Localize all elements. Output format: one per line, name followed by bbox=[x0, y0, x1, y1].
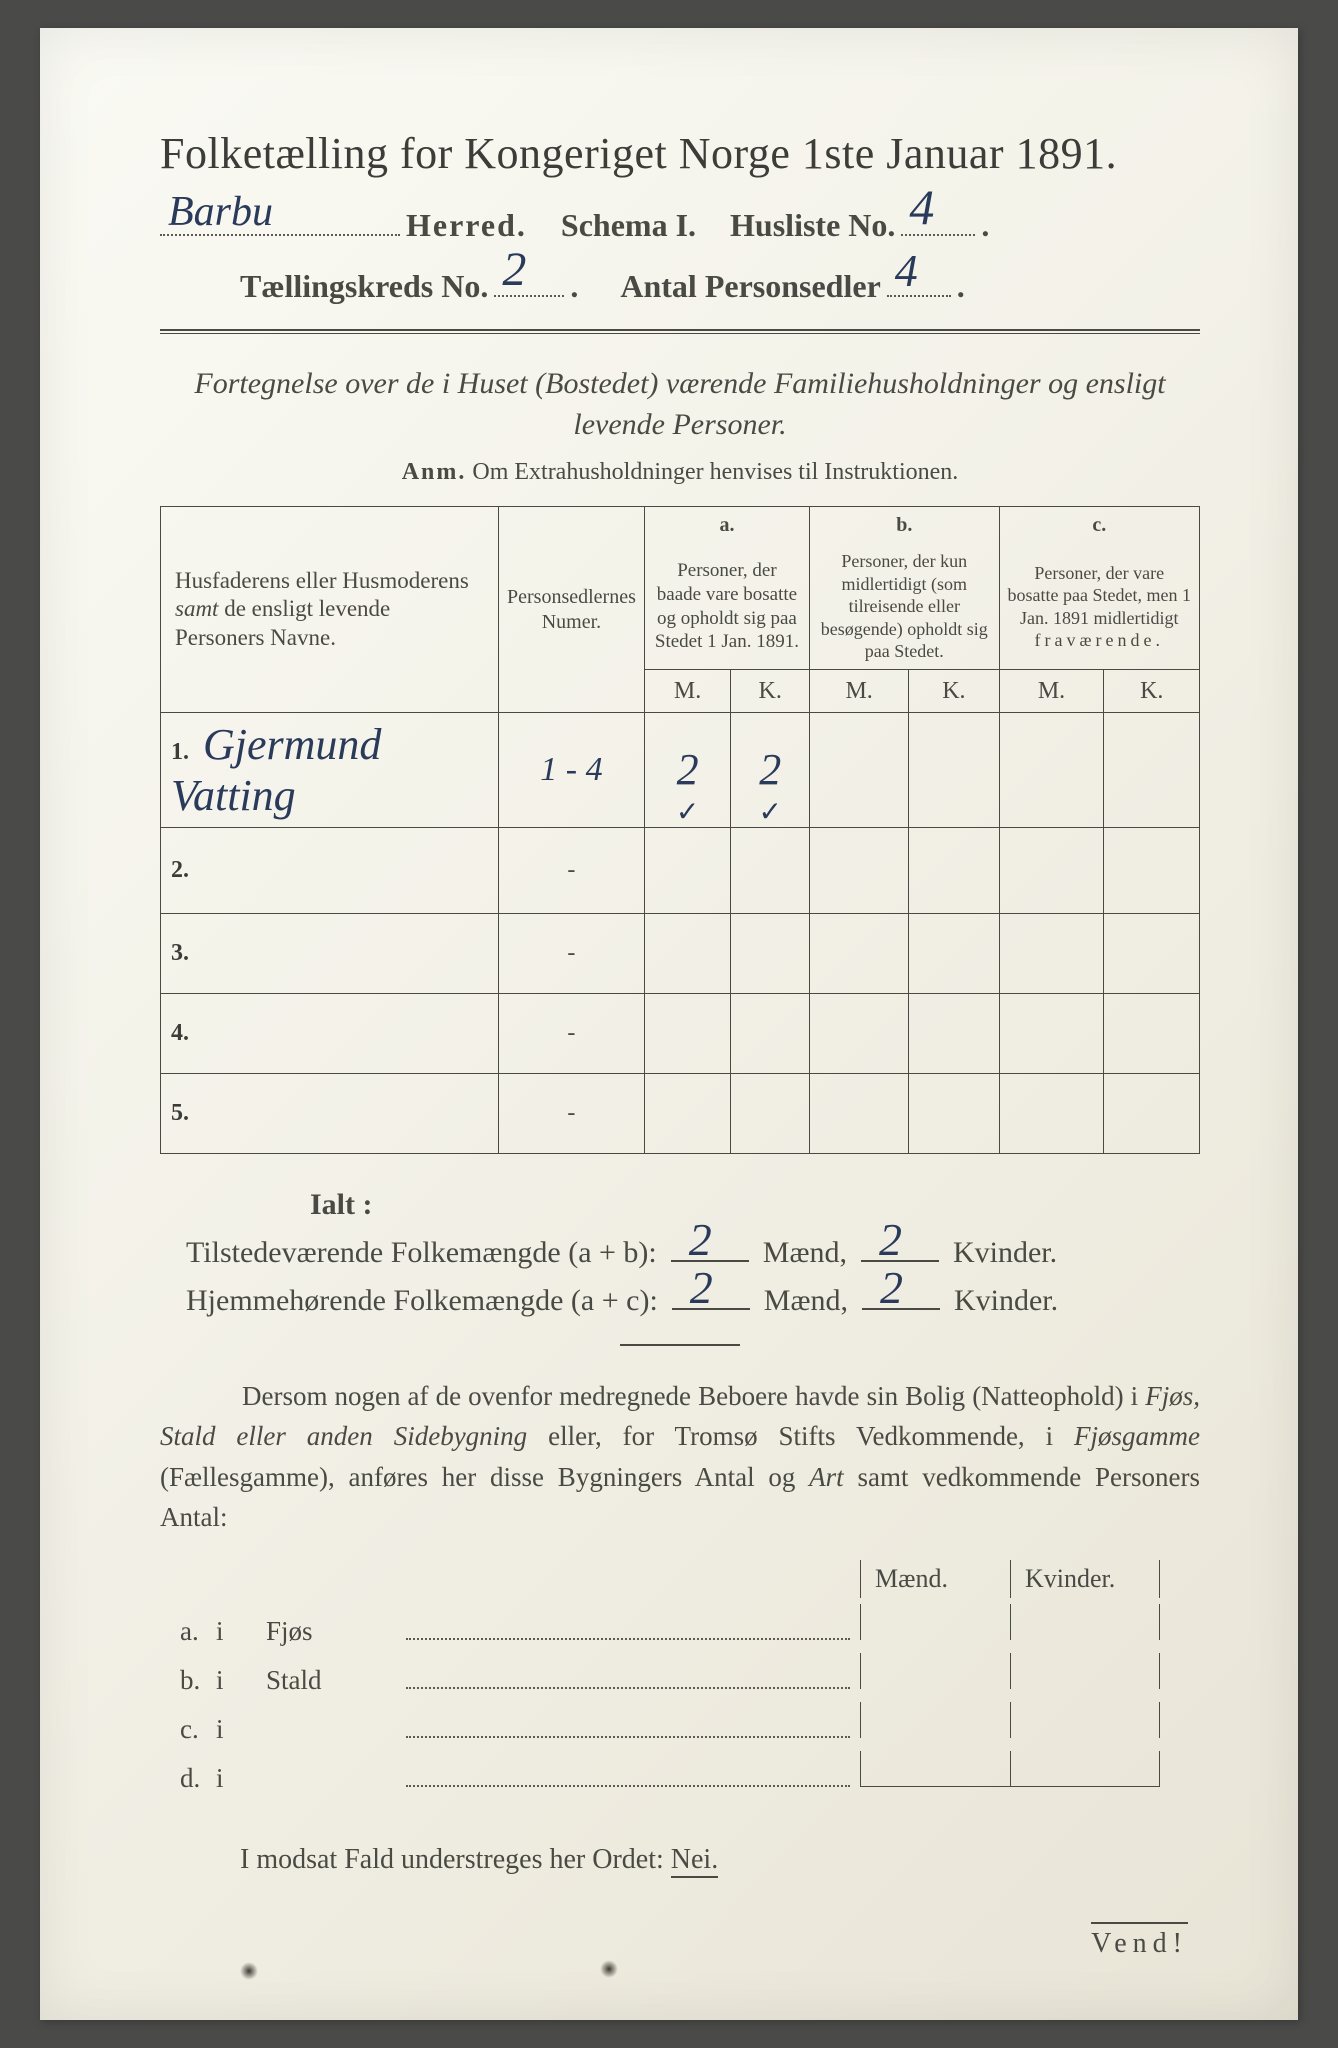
col-header-b: Personer, der kun midler­tidigt (som til… bbox=[810, 544, 999, 669]
husliste-field: 4 bbox=[901, 201, 975, 236]
antal-value: 4 bbox=[895, 244, 918, 297]
divider-double bbox=[160, 329, 1200, 334]
col-header-num: Personsedlernes Numer. bbox=[499, 507, 645, 713]
table-body: 1. Gjermund Vatting 1 - 4 2✓ 2✓ 2. - 3. … bbox=[161, 712, 1200, 1153]
husliste-label: Husliste No. bbox=[730, 207, 895, 244]
anm-label: Anm. bbox=[402, 459, 467, 485]
kreds-field: 2 bbox=[494, 262, 564, 297]
list-row-d: d. i bbox=[160, 1751, 1200, 1794]
col-c-m: M. bbox=[999, 669, 1104, 712]
explanatory-paragraph: Dersom nogen af de ovenfor medregnede Be… bbox=[160, 1376, 1200, 1538]
list-row-a: a. i Fjøs bbox=[160, 1604, 1200, 1647]
herred-label: Herred. bbox=[406, 207, 527, 244]
herred-value: Barbu bbox=[168, 188, 273, 236]
present-m: 2 bbox=[689, 1213, 712, 1266]
husliste-value: 4 bbox=[909, 178, 934, 236]
list-row-c: c. i bbox=[160, 1702, 1200, 1745]
col-a-m: M. bbox=[644, 669, 730, 712]
table-row: 1. Gjermund Vatting 1 - 4 2✓ 2✓ bbox=[161, 712, 1200, 827]
vend-label: Vend! bbox=[1091, 1922, 1188, 1960]
kreds-value: 2 bbox=[502, 242, 526, 297]
col-a-k: K. bbox=[731, 669, 810, 712]
mk-header: Mænd. Kvinder. bbox=[160, 1560, 1160, 1598]
col-header-a: Personer, der baade vare bosatte og opho… bbox=[644, 544, 809, 669]
entry-name: Gjermund Vatting bbox=[171, 720, 381, 820]
present-k: 2 bbox=[879, 1213, 902, 1266]
col-header-b-tag: b. bbox=[810, 507, 999, 545]
col-c-k: K. bbox=[1104, 669, 1200, 712]
table-row: 5. - bbox=[161, 1073, 1200, 1153]
col-b-k: K. bbox=[909, 669, 999, 712]
kreds-label: Tællingskreds No. bbox=[240, 268, 488, 305]
col-header-a-tag: a. bbox=[644, 507, 809, 545]
table-row: 3. - bbox=[161, 913, 1200, 993]
anm-text: Om Extrahusholdninger henvises til Instr… bbox=[472, 459, 958, 485]
census-table: Husfaderens eller Husmode­rens samt de e… bbox=[160, 506, 1200, 1154]
nei-line: I modsat Fald understreges her Ordet: Ne… bbox=[240, 1844, 1200, 1876]
total-resident: Hjemmehørende Folkemængde (a + c): 2 Mæn… bbox=[186, 1280, 1200, 1318]
maend-header: Mænd. bbox=[860, 1560, 1010, 1598]
document-page: Folketælling for Kongeriget Norge 1ste J… bbox=[40, 28, 1298, 2020]
antal-field: 4 bbox=[887, 262, 951, 297]
col-header-c: Personer, der vare bosatte paa Stedet, m… bbox=[999, 544, 1199, 669]
paper-stain bbox=[240, 1962, 258, 1980]
resident-k: 2 bbox=[880, 1261, 903, 1314]
divider-short bbox=[620, 1344, 740, 1346]
ialt-label: Ialt : bbox=[310, 1188, 1200, 1222]
header-line-3: Tællingskreds No. 2 . Antal Personsedler… bbox=[160, 262, 1200, 305]
resident-m: 2 bbox=[690, 1261, 713, 1314]
subtitle: Fortegnelse over de i Huset (Bostedet) v… bbox=[160, 364, 1200, 445]
nei-word: Nei. bbox=[671, 1844, 718, 1878]
table-row: 2. - bbox=[161, 827, 1200, 913]
header-line-2: Barbu Herred. Schema I. Husliste No. 4 . bbox=[160, 201, 1200, 244]
antal-label: Antal Personsedler bbox=[620, 268, 880, 305]
herred-field: Barbu bbox=[160, 201, 400, 236]
main-title: Folketælling for Kongeriget Norge 1ste J… bbox=[160, 128, 1200, 179]
col-header-names: Husfaderens eller Husmode­rens samt de e… bbox=[161, 507, 499, 713]
schema-label: Schema I. bbox=[561, 207, 696, 244]
col-b-m: M. bbox=[810, 669, 909, 712]
paper-stain bbox=[600, 1960, 618, 1978]
kvinder-header: Kvinder. bbox=[1010, 1560, 1160, 1598]
annotation-line: Anm. Om Extrahusholdninger henvises til … bbox=[160, 459, 1200, 486]
table-row: 4. - bbox=[161, 993, 1200, 1073]
list-row-b: b. i Stald bbox=[160, 1653, 1200, 1696]
col-header-c-tag: c. bbox=[999, 507, 1199, 545]
